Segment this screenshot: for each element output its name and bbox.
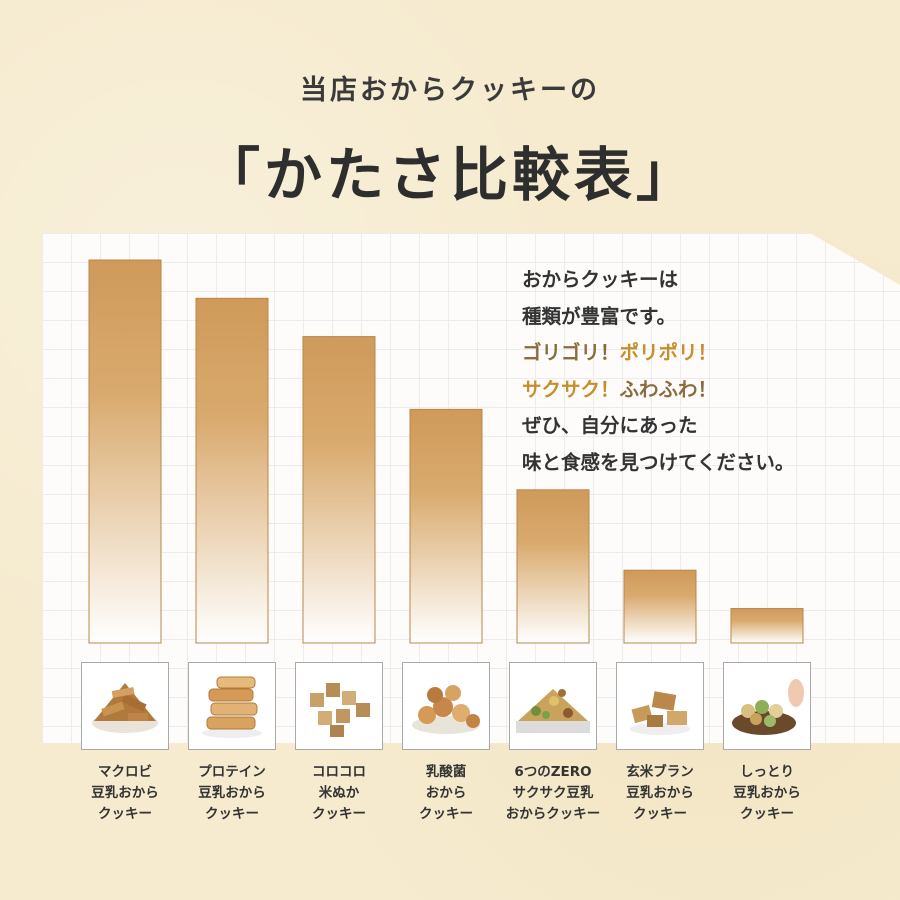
- note-line-5: ぜひ、自分にあった: [522, 414, 698, 437]
- note-line-6: 味と食感を見つけてください。: [522, 450, 795, 474]
- note-line-2: 種類が豊富です。: [522, 304, 677, 328]
- bar-1: [88, 259, 162, 644]
- product-label-1-line-2: 豆乳おから: [91, 785, 159, 801]
- soft-cookies-icon: [723, 662, 811, 750]
- bar-3: [302, 336, 376, 644]
- description-note: おからクッキーは 種類が豊富です。 ゴリゴリ！ポリポリ！ サクサク！ふわふわ！ …: [522, 262, 892, 481]
- product-label-2-line-1: プロテイン: [198, 764, 266, 780]
- product-label-6-line-1: 玄米ブラン: [626, 764, 694, 780]
- product-label-5-line-1: 6つのZERO: [514, 764, 592, 780]
- cookie-stack-icon: [188, 662, 276, 750]
- mixed-cookies-icon: [509, 662, 597, 750]
- product-label-4-line-3: クッキー: [419, 806, 473, 822]
- product-label-4-line-2: おから: [425, 785, 467, 801]
- product-label-4-line-1: 乳酸菌: [425, 764, 467, 780]
- note-line-4: サクサク！ふわふわ！: [522, 372, 892, 409]
- product-label-7-line-3: クッキー: [740, 806, 794, 822]
- product-label-2: プロテイン豆乳おからクッキー: [172, 762, 292, 825]
- product-label-3-line-3: クッキー: [312, 806, 366, 822]
- product-label-6: 玄米ブラン豆乳おからクッキー: [600, 762, 720, 825]
- note-texture-gorigori: ゴリゴリ！: [522, 341, 620, 364]
- page-title: 「かたさ比較表」: [201, 141, 698, 209]
- cookie-cubes-icon: [295, 662, 383, 750]
- product-label-5-line-3: おからクッキー: [505, 806, 601, 822]
- product-label-3-line-1: コロコロ: [312, 764, 366, 780]
- product-label-3-line-2: 米ぬか: [318, 785, 360, 801]
- page-subtitle: 当店おからクッキーの: [300, 75, 600, 106]
- note-line-1: おからクッキーは: [522, 268, 679, 291]
- note-texture-poripori: ポリポリ！: [619, 341, 718, 364]
- product-label-1-line-3: クッキー: [98, 806, 152, 822]
- bar-6: [623, 569, 697, 644]
- bar-7: [730, 608, 804, 644]
- product-label-6-line-2: 豆乳おから: [626, 785, 694, 801]
- product-label-6-line-3: クッキー: [633, 806, 687, 822]
- product-label-3: コロコロ米ぬかクッキー: [279, 762, 399, 825]
- cookie-pile-icon: [81, 662, 169, 750]
- product-label-1: マクロビ豆乳おからクッキー: [65, 762, 185, 825]
- product-label-7: しっとり豆乳おからクッキー: [707, 762, 827, 825]
- bar-2: [195, 297, 269, 644]
- bar-5: [516, 489, 590, 644]
- note-texture-fuwafuwa: ふわふわ！: [619, 377, 718, 401]
- product-label-5-line-2: サクサク豆乳: [512, 785, 594, 801]
- note-texture-sakusaku: サクサク！: [522, 377, 620, 401]
- bar-4: [409, 408, 483, 644]
- product-label-5: 6つのZERO サクサク豆乳 おからクッキー: [493, 762, 613, 825]
- product-label-2-line-3: クッキー: [205, 806, 259, 822]
- note-line-3: ゴリゴリ！ポリポリ！: [522, 335, 892, 372]
- product-label-1-line-1: マクロビ: [98, 764, 152, 780]
- product-label-4: 乳酸菌おからクッキー: [386, 762, 506, 825]
- round-cookies-icon: [402, 662, 490, 750]
- product-label-7-line-2: 豆乳おから: [733, 785, 801, 801]
- product-label-2-line-2: 豆乳おから: [198, 785, 266, 801]
- product-label-7-line-1: しっとり: [740, 764, 794, 780]
- bran-cookies-icon: [616, 662, 704, 750]
